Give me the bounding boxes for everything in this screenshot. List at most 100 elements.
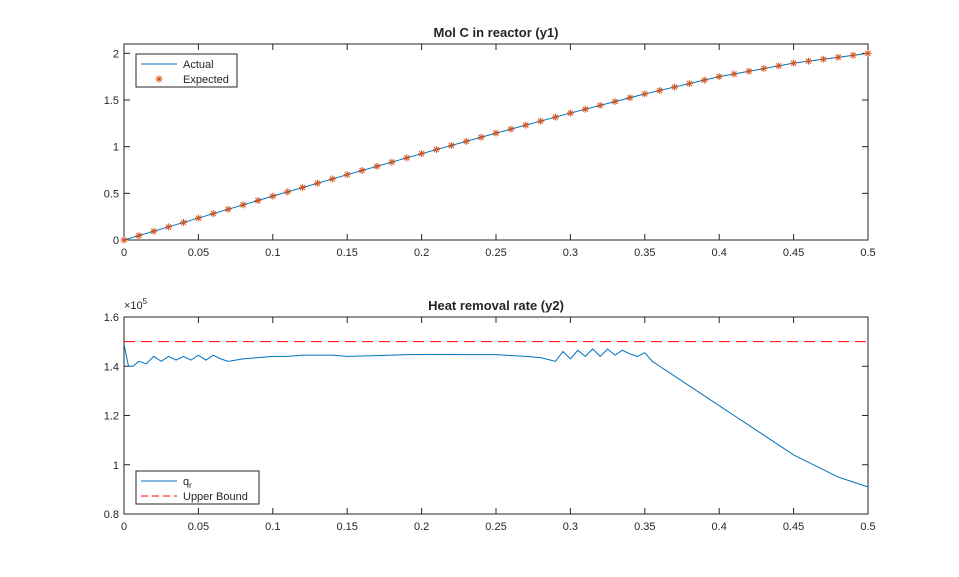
data-point-expected bbox=[834, 53, 842, 61]
data-point-expected bbox=[358, 166, 366, 174]
data-point-expected bbox=[313, 179, 321, 187]
data-point-expected bbox=[700, 76, 708, 84]
data-point-expected bbox=[864, 49, 872, 57]
data-point-expected bbox=[715, 73, 723, 81]
x-tick-label: 0.5 bbox=[860, 247, 875, 259]
data-point-expected bbox=[790, 59, 798, 67]
data-point-expected bbox=[135, 232, 143, 240]
data-point-expected bbox=[462, 137, 470, 145]
y-tick-label: 1.4 bbox=[104, 361, 119, 373]
series-group bbox=[124, 341, 868, 488]
x-tick-label: 0.2 bbox=[414, 521, 429, 533]
y-exponent-label: ×105 bbox=[124, 297, 148, 312]
data-point-expected bbox=[432, 146, 440, 154]
axes-heat-removal: 0 0.05 0.1 0.15 0.2 0.25 0.3 0.35 0.4 0.45 0.5 0.8 1… bbox=[104, 297, 876, 533]
data-point-expected bbox=[388, 158, 396, 166]
legend-swatch bbox=[155, 75, 163, 83]
data-point-expected bbox=[343, 171, 351, 179]
data-point-expected bbox=[403, 154, 411, 162]
data-point-expected bbox=[269, 192, 277, 200]
data-point-expected bbox=[656, 86, 664, 94]
data-point-expected bbox=[611, 98, 619, 106]
data-point-expected bbox=[299, 184, 307, 192]
axes-mol-c: 0 0.05 0.1 0.15 0.2 0.25 0.3 0.35 0.4 0.45 0.5 0 0.5… bbox=[104, 25, 876, 259]
data-point-expected bbox=[284, 188, 292, 196]
legend-label: Upper Bound bbox=[183, 491, 248, 503]
data-point-expected bbox=[537, 117, 545, 125]
data-point-expected bbox=[775, 62, 783, 70]
data-point-expected bbox=[328, 175, 336, 183]
y-tick-label: 0.8 bbox=[104, 509, 119, 521]
data-point-expected bbox=[165, 223, 173, 231]
x-tick-label: 0 bbox=[121, 247, 127, 259]
x-tick-label: 0.1 bbox=[265, 247, 280, 259]
data-point-expected bbox=[819, 55, 827, 63]
data-point-expected bbox=[566, 109, 574, 117]
x-tick-label: 0.35 bbox=[634, 521, 655, 533]
data-point-expected bbox=[239, 201, 247, 209]
x-tick-label: 0.05 bbox=[188, 247, 209, 259]
x-tick-label: 0.25 bbox=[485, 521, 506, 533]
x-tick-label: 0.1 bbox=[265, 521, 280, 533]
x-tick-label: 0.05 bbox=[188, 521, 209, 533]
data-point-expected bbox=[477, 133, 485, 141]
data-point-expected bbox=[224, 205, 232, 213]
legend-label: Expected bbox=[183, 74, 229, 86]
y-tick-label: 1.5 bbox=[104, 95, 119, 107]
data-point-expected bbox=[685, 80, 693, 88]
x-tick-label: 0.3 bbox=[563, 521, 578, 533]
data-point-expected bbox=[120, 236, 128, 244]
plot-area bbox=[123, 43, 869, 241]
data-point-expected bbox=[760, 65, 768, 73]
y-tick-label: 1 bbox=[113, 460, 119, 472]
chart-title: Mol C in reactor (y1) bbox=[434, 25, 559, 40]
data-point-expected bbox=[641, 90, 649, 98]
data-point-expected bbox=[180, 218, 188, 226]
chart-title: Heat removal rate (y2) bbox=[428, 298, 564, 313]
y-exponent-power: 5 bbox=[143, 297, 148, 306]
y-tick-label: 2 bbox=[113, 48, 119, 60]
x-tick-label: 0.4 bbox=[712, 521, 727, 533]
y-tick-label: 1 bbox=[113, 142, 119, 154]
legend-label: Actual bbox=[183, 59, 214, 71]
x-tick-label: 0.3 bbox=[563, 247, 578, 259]
data-point-expected bbox=[730, 70, 738, 78]
data-point-expected bbox=[507, 125, 515, 133]
legend-box bbox=[135, 470, 260, 505]
y-tick-label: 0.5 bbox=[104, 188, 119, 200]
data-point-expected bbox=[626, 94, 634, 102]
data-point-expected bbox=[596, 101, 604, 109]
x-tick-label: 0.2 bbox=[414, 247, 429, 259]
data-point-expected bbox=[849, 51, 857, 59]
x-tick-label: 0.35 bbox=[634, 247, 655, 259]
data-point-expected bbox=[373, 162, 381, 170]
x-tick-label: 0.4 bbox=[712, 247, 727, 259]
y-tick-label: 1.2 bbox=[104, 411, 119, 423]
data-point-expected bbox=[194, 214, 202, 222]
legend: Actual Expected bbox=[135, 53, 238, 88]
x-tick-label: 0.15 bbox=[336, 247, 357, 259]
legend-box bbox=[135, 53, 238, 88]
series-line-qr bbox=[124, 343, 868, 488]
data-point-expected bbox=[418, 150, 426, 158]
data-point-expected bbox=[150, 227, 158, 235]
data-point-expected bbox=[552, 113, 560, 121]
data-point-expected bbox=[522, 121, 530, 129]
data-point-expected bbox=[804, 57, 812, 65]
x-tick-label: 0.45 bbox=[783, 521, 804, 533]
x-tick-label: 0.25 bbox=[485, 247, 506, 259]
x-tick-label: 0.45 bbox=[783, 247, 804, 259]
data-point-expected bbox=[671, 83, 679, 91]
data-point-expected bbox=[209, 210, 217, 218]
legend-label: qr bbox=[183, 476, 192, 490]
y-tick-label: 0 bbox=[113, 235, 119, 247]
data-point-expected bbox=[254, 197, 262, 205]
data-point-expected bbox=[492, 129, 500, 137]
x-tick-label: 0 bbox=[121, 521, 127, 533]
data-point-expected bbox=[581, 105, 589, 113]
x-tick-label: 0.15 bbox=[336, 521, 357, 533]
y-tick-label: 1.6 bbox=[104, 312, 119, 324]
data-point-expected bbox=[447, 141, 455, 149]
data-point-expected bbox=[745, 67, 753, 75]
